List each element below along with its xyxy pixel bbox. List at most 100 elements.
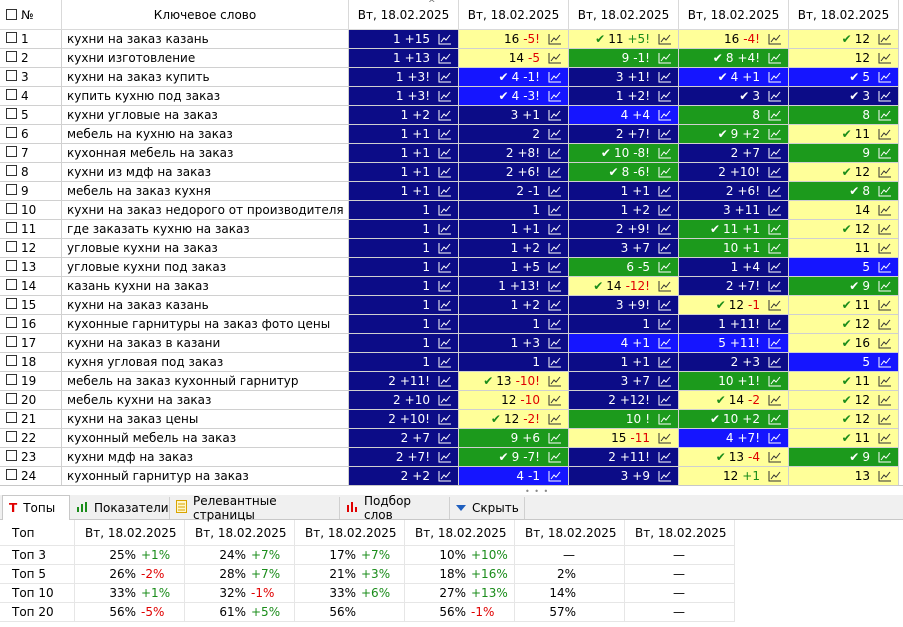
position-cell[interactable]: 1 +2 (569, 201, 679, 220)
row-num-cell[interactable]: 1 (0, 30, 62, 49)
trend-chart-icon[interactable] (768, 337, 782, 349)
row-checkbox[interactable] (6, 89, 17, 100)
trend-chart-icon[interactable] (438, 166, 452, 178)
trend-chart-icon[interactable] (768, 71, 782, 83)
position-cell[interactable]: ✔ 9 (789, 448, 899, 467)
row-checkbox[interactable] (6, 146, 17, 157)
trend-chart-icon[interactable] (768, 451, 782, 463)
trend-chart-icon[interactable] (548, 394, 562, 406)
trend-chart-icon[interactable] (878, 261, 892, 273)
keyword-cell[interactable]: угловые кухни на заказ (62, 239, 349, 258)
trend-chart-icon[interactable] (658, 204, 672, 216)
trend-chart-icon[interactable] (878, 109, 892, 121)
keyword-cell[interactable]: кухни из мдф на заказ (62, 163, 349, 182)
position-cell[interactable]: 10! (569, 410, 679, 429)
table-row[interactable]: 21 кухни на заказ цены 2 +10! ✔ 12 -2! 10! ✔ 10 +2… (0, 410, 903, 429)
tab-4[interactable]: Подбор слов (340, 494, 450, 522)
position-cell[interactable]: ✔ 9 +2 (679, 125, 789, 144)
trend-chart-icon[interactable] (658, 261, 672, 273)
trend-chart-icon[interactable] (878, 33, 892, 45)
trend-chart-icon[interactable] (438, 71, 452, 83)
trend-chart-icon[interactable] (768, 242, 782, 254)
row-num-cell[interactable]: 2 (0, 49, 62, 68)
row-checkbox[interactable] (6, 70, 17, 81)
trend-chart-icon[interactable] (878, 280, 892, 292)
trend-chart-icon[interactable] (548, 128, 562, 140)
table-row[interactable]: 18 кухня угловая под заказ 1 1 1 +1 2 +3 5 (0, 353, 903, 372)
trend-chart-icon[interactable] (768, 109, 782, 121)
trend-chart-icon[interactable] (878, 204, 892, 216)
position-cell[interactable]: ✔ 11 (789, 125, 899, 144)
trend-chart-icon[interactable] (768, 204, 782, 216)
position-cell[interactable]: 8 (679, 106, 789, 125)
trend-chart-icon[interactable] (768, 166, 782, 178)
trend-chart-icon[interactable] (658, 166, 672, 178)
row-checkbox[interactable] (6, 450, 17, 461)
row-checkbox[interactable] (6, 469, 17, 480)
trend-chart-icon[interactable] (548, 242, 562, 254)
position-cell[interactable]: 1 (349, 315, 459, 334)
keyword-cell[interactable]: кухонная мебель на заказ (62, 144, 349, 163)
position-cell[interactable]: 1 (349, 220, 459, 239)
trend-chart-icon[interactable] (548, 451, 562, 463)
trend-chart-icon[interactable] (438, 185, 452, 197)
row-num-cell[interactable]: 20 (0, 391, 62, 410)
position-cell[interactable]: ✔ 12 (789, 410, 899, 429)
trend-chart-icon[interactable] (658, 52, 672, 64)
trend-chart-icon[interactable] (658, 90, 672, 102)
row-checkbox[interactable] (6, 108, 17, 119)
row-num-cell[interactable]: 24 (0, 467, 62, 485)
position-cell[interactable]: 2 +7 (349, 429, 459, 448)
position-cell[interactable]: ✔ 12 (789, 391, 899, 410)
position-cell[interactable]: 1 (349, 201, 459, 220)
position-cell[interactable]: ✔ 11 (789, 296, 899, 315)
trend-chart-icon[interactable] (768, 375, 782, 387)
header-date-2[interactable]: Вт, 18.02.2025 (459, 0, 569, 30)
trend-chart-icon[interactable] (438, 470, 452, 482)
row-num-cell[interactable]: 9 (0, 182, 62, 201)
row-num-cell[interactable]: 23 (0, 448, 62, 467)
trend-chart-icon[interactable] (878, 451, 892, 463)
row-num-cell[interactable]: 13 (0, 258, 62, 277)
row-checkbox[interactable] (6, 32, 17, 43)
trend-chart-icon[interactable] (768, 147, 782, 159)
tab-5[interactable]: Скрыть (450, 497, 525, 519)
table-row[interactable]: 2 кухни изготовление 1 +13 14 -5 9 -1! ✔ 8 +4! 12 (0, 49, 903, 68)
trend-chart-icon[interactable] (878, 242, 892, 254)
row-num-cell[interactable]: 14 (0, 277, 62, 296)
keyword-cell[interactable]: кухни на заказ недорого от производителя (62, 201, 349, 220)
trend-chart-icon[interactable] (878, 470, 892, 482)
position-cell[interactable]: ✔ 11 (789, 429, 899, 448)
trend-chart-icon[interactable] (658, 33, 672, 45)
trend-chart-icon[interactable] (768, 185, 782, 197)
table-row[interactable]: 17 кухни на заказ в казани 1 1 +3 4 +1 5 +11! ✔ 16 (0, 334, 903, 353)
position-cell[interactable]: ✔ 8 -6! (569, 163, 679, 182)
position-cell[interactable]: 1 +3! (349, 68, 459, 87)
row-num-cell[interactable]: 22 (0, 429, 62, 448)
header-date-5[interactable]: Вт, 18.02.2025 (789, 0, 899, 30)
row-checkbox[interactable] (6, 317, 17, 328)
row-num-cell[interactable]: 7 (0, 144, 62, 163)
position-cell[interactable]: 9 -1! (569, 49, 679, 68)
trend-chart-icon[interactable] (438, 261, 452, 273)
position-cell[interactable]: ✔ 4 -3! (459, 87, 569, 106)
trend-chart-icon[interactable] (658, 185, 672, 197)
position-cell[interactable]: 1 +1 (459, 220, 569, 239)
trend-chart-icon[interactable] (878, 337, 892, 349)
table-row[interactable]: 11 где заказать кухню на заказ 1 1 +1 2 +9! ✔ 11… (0, 220, 903, 239)
row-checkbox[interactable] (6, 374, 17, 385)
trend-chart-icon[interactable] (438, 128, 452, 140)
position-cell[interactable]: 1 +13 (349, 49, 459, 68)
position-cell[interactable]: 5 (789, 258, 899, 277)
position-cell[interactable]: ✔ 8 (789, 182, 899, 201)
row-checkbox[interactable] (6, 203, 17, 214)
trend-chart-icon[interactable] (658, 71, 672, 83)
keyword-cell[interactable]: кухни на заказ казань (62, 296, 349, 315)
row-checkbox[interactable] (6, 51, 17, 62)
trend-chart-icon[interactable] (768, 413, 782, 425)
trend-chart-icon[interactable] (658, 470, 672, 482)
position-cell[interactable]: ✔ 3 (679, 87, 789, 106)
row-num-cell[interactable]: 17 (0, 334, 62, 353)
position-cell[interactable]: 1 +1 (569, 353, 679, 372)
trend-chart-icon[interactable] (878, 166, 892, 178)
